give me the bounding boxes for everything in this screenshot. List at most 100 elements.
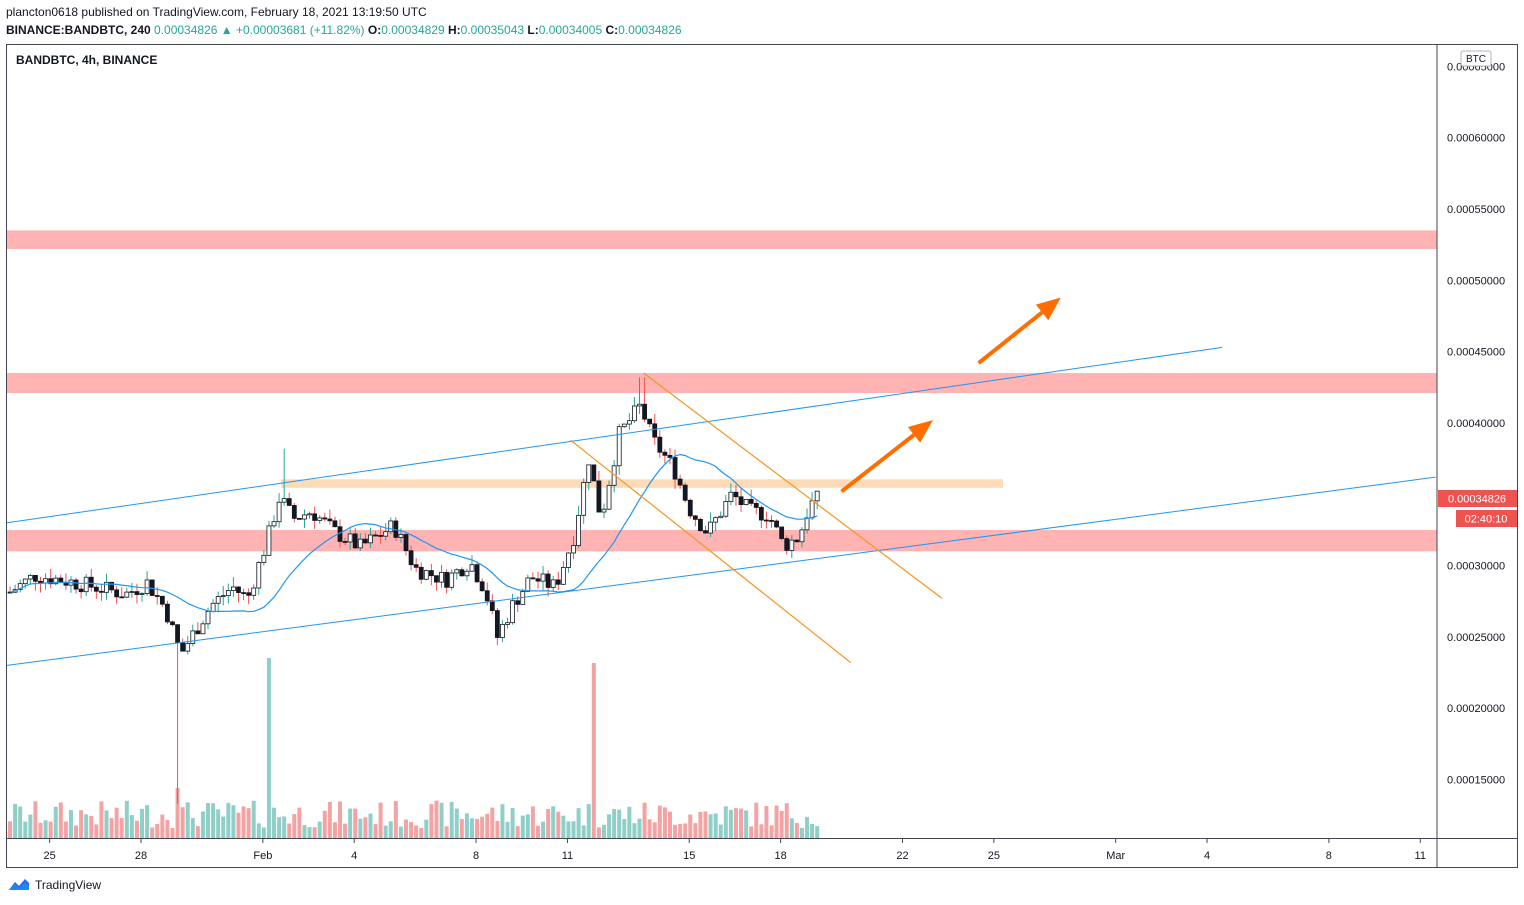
candle-body [53, 577, 59, 585]
x-tick-label: 25 [988, 850, 1000, 862]
candle-body [256, 562, 262, 589]
x-tick-label: Feb [253, 850, 272, 862]
volume-bar [449, 801, 454, 838]
volume-bar [622, 819, 627, 838]
volume-bar [236, 812, 241, 838]
volume-bar [642, 802, 647, 838]
candle-body [342, 541, 348, 543]
candle-body [286, 498, 292, 506]
candle-body [357, 538, 363, 549]
volume-bar [251, 800, 256, 838]
candle-body [809, 500, 815, 519]
candle-body [383, 531, 389, 537]
candle-body [165, 603, 170, 623]
volume-bar [510, 807, 515, 838]
volume-bar [84, 814, 89, 838]
volume-bar [520, 815, 525, 838]
candle-body [692, 515, 698, 520]
candle-body [129, 591, 135, 593]
volume-bar [206, 803, 211, 838]
x-tick-label: 8 [1326, 850, 1332, 862]
volume-bar [424, 819, 429, 838]
volume-bar [444, 826, 449, 838]
channel-line [643, 372, 943, 599]
volume-bar [18, 806, 23, 838]
volume-bar [530, 806, 535, 838]
volume-bar [667, 811, 672, 838]
volume-bar [439, 802, 444, 838]
candle-body [510, 600, 516, 624]
candle-body [134, 591, 140, 595]
volume-bar [272, 807, 277, 838]
volume-bar [343, 823, 348, 838]
candle-body [58, 577, 64, 583]
open-value: 0.00034829 [381, 23, 445, 37]
volume-bar [475, 818, 480, 838]
volume-bar [38, 822, 43, 838]
horizontal-zone [7, 373, 1437, 394]
candle-body [774, 520, 779, 528]
volume-bar [94, 824, 99, 838]
volume-bar [282, 816, 287, 838]
candle-body [408, 550, 414, 566]
volume-bar [43, 820, 48, 838]
trendline [7, 346, 1223, 524]
volume-bar [723, 806, 728, 838]
volume-bar [312, 827, 317, 838]
candle-body [753, 502, 759, 508]
volume-bar [480, 816, 485, 838]
arrow-shaft [840, 433, 916, 493]
volume-bar [596, 827, 601, 838]
candle-body [170, 621, 175, 626]
candle-body [22, 578, 28, 585]
volume-bar [708, 814, 713, 838]
candle-body [591, 464, 597, 482]
candle-body [246, 592, 252, 596]
volume-bar [713, 813, 718, 838]
candle-body [474, 564, 480, 583]
volume-bar [48, 821, 53, 838]
candle-body [276, 501, 282, 523]
volume-bar [673, 824, 678, 838]
volume-bar [815, 826, 820, 838]
candle-body [231, 586, 236, 591]
candle-body [596, 480, 602, 513]
y-tick-label: 0.00025000 [1447, 632, 1505, 644]
candle-body [560, 567, 566, 585]
candle-body [540, 573, 546, 582]
volume-bar [733, 808, 738, 838]
countdown-tag: 02:40:10 [1456, 510, 1517, 527]
candle-body [454, 569, 460, 574]
candle-body [210, 602, 216, 612]
horizontal-zone [281, 479, 1003, 488]
candle-body [403, 534, 409, 552]
candle-body [241, 592, 246, 594]
candle-body [479, 581, 485, 592]
candle-body [733, 491, 739, 498]
candle-body [185, 643, 191, 652]
volume-bar [652, 822, 657, 838]
volume-bar [607, 814, 612, 838]
volume-bar [231, 805, 236, 838]
volume-bar [134, 820, 139, 838]
candle-body [632, 405, 637, 422]
x-tick-label: 18 [775, 850, 787, 862]
candle-body [459, 569, 465, 577]
candle-body [27, 574, 33, 580]
candle-body [703, 530, 708, 534]
candle-body [642, 403, 647, 420]
candle-body [667, 454, 673, 458]
candle-body [814, 490, 820, 502]
candle-body [799, 529, 805, 543]
candle-body [291, 505, 297, 519]
candle-body [195, 630, 201, 635]
volume-bar [429, 803, 434, 838]
candle-body [601, 508, 607, 513]
volume-bar [287, 823, 292, 838]
candle-body [180, 642, 186, 652]
x-tick-label: 4 [1204, 850, 1210, 862]
candle-body [444, 571, 450, 588]
volume-bar [114, 807, 119, 838]
volume-bar [68, 810, 73, 838]
